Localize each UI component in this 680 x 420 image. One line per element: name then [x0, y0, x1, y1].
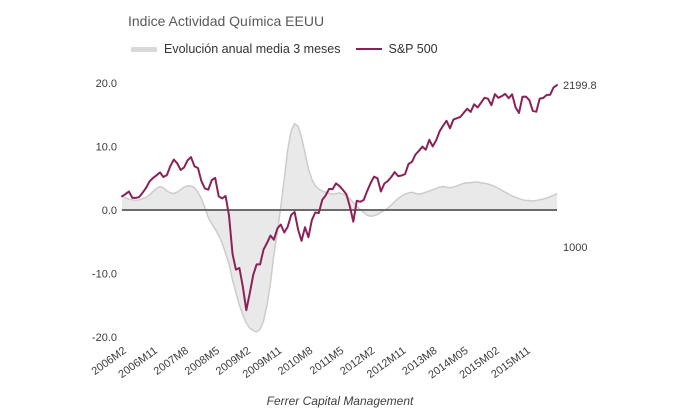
legend-item-sp500[interactable]: S&P 500: [355, 42, 438, 56]
footer-credit: Ferrer Capital Management: [266, 394, 414, 408]
y-axis-tick-label: 10.0: [96, 142, 117, 154]
y-axis-tick-label: 0.0: [102, 205, 117, 217]
right-axis-tick-label: 1000: [563, 242, 587, 254]
chemical-area-fill: [122, 123, 557, 332]
x-axis-tick-label: 2010M8: [276, 345, 315, 378]
sp500-last-value-label: 2199.8: [563, 80, 597, 92]
line-series-swatch-icon: [355, 47, 382, 51]
area-series-swatch-icon: [131, 46, 157, 52]
sp500-line: [121, 84, 558, 312]
y-axis-tick-label: 20.0: [96, 78, 117, 90]
chart-title: Indice Actividad Química EEUU: [128, 13, 325, 29]
chemical-area-outline: [121, 122, 558, 333]
legend-label-area-series: Evolución anual media 3 meses: [164, 42, 341, 56]
legend-label-sp500: S&P 500: [388, 42, 438, 56]
y-axis-tick-label: -10.0: [92, 269, 117, 281]
legend: Evolución anual media 3 meses S&P 500: [131, 42, 438, 56]
y-axis-tick-label: -20.0: [92, 332, 117, 344]
legend-item-area-series[interactable]: Evolución anual media 3 meses: [131, 42, 341, 56]
